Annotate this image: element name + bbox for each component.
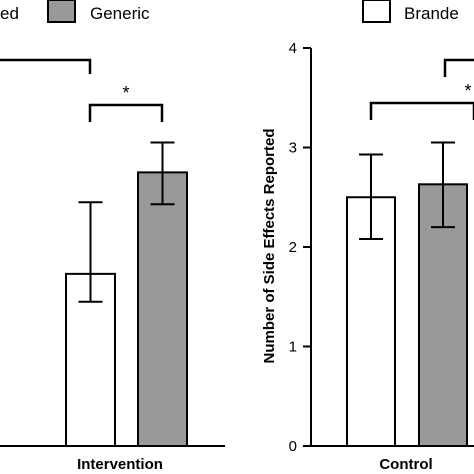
y-axis-title: Number of Side Effects Reported — [261, 128, 278, 363]
legend: ed Generic Brande — [0, 0, 459, 23]
left-panel: * Intervention — [0, 58, 225, 473]
y-tick-label-1: 1 — [289, 339, 297, 356]
legend-label-generic: Generic — [90, 4, 150, 23]
right-bars — [346, 141, 468, 447]
y-tick-label-0: 0 — [289, 438, 297, 455]
significance-label: * — [464, 81, 471, 101]
legend-label-branded-right: Brande — [404, 4, 459, 23]
y-tick-label-2: 2 — [289, 239, 297, 256]
right-significance: * — [369, 58, 474, 120]
legend-swatch-generic — [47, 0, 76, 23]
left-bars — [65, 141, 188, 447]
significance-label: * — [122, 83, 129, 103]
outer-bracket — [443, 58, 474, 77]
right-y-ticks: 0 1 2 3 4 — [289, 40, 311, 455]
significance-bracket — [88, 103, 164, 122]
y-tick-label-3: 3 — [289, 140, 297, 157]
category-label-control: Control — [379, 456, 432, 473]
y-tick-label-4: 4 — [289, 40, 297, 57]
outer-bracket — [0, 58, 92, 74]
legend-label-branded: ed — [0, 4, 19, 23]
legend-swatch-branded-right — [362, 0, 391, 23]
bar-intervention-1 — [137, 171, 188, 447]
left-significance: * — [0, 58, 164, 122]
category-label-intervention: Intervention — [77, 456, 163, 473]
significance-bracket — [369, 101, 474, 120]
